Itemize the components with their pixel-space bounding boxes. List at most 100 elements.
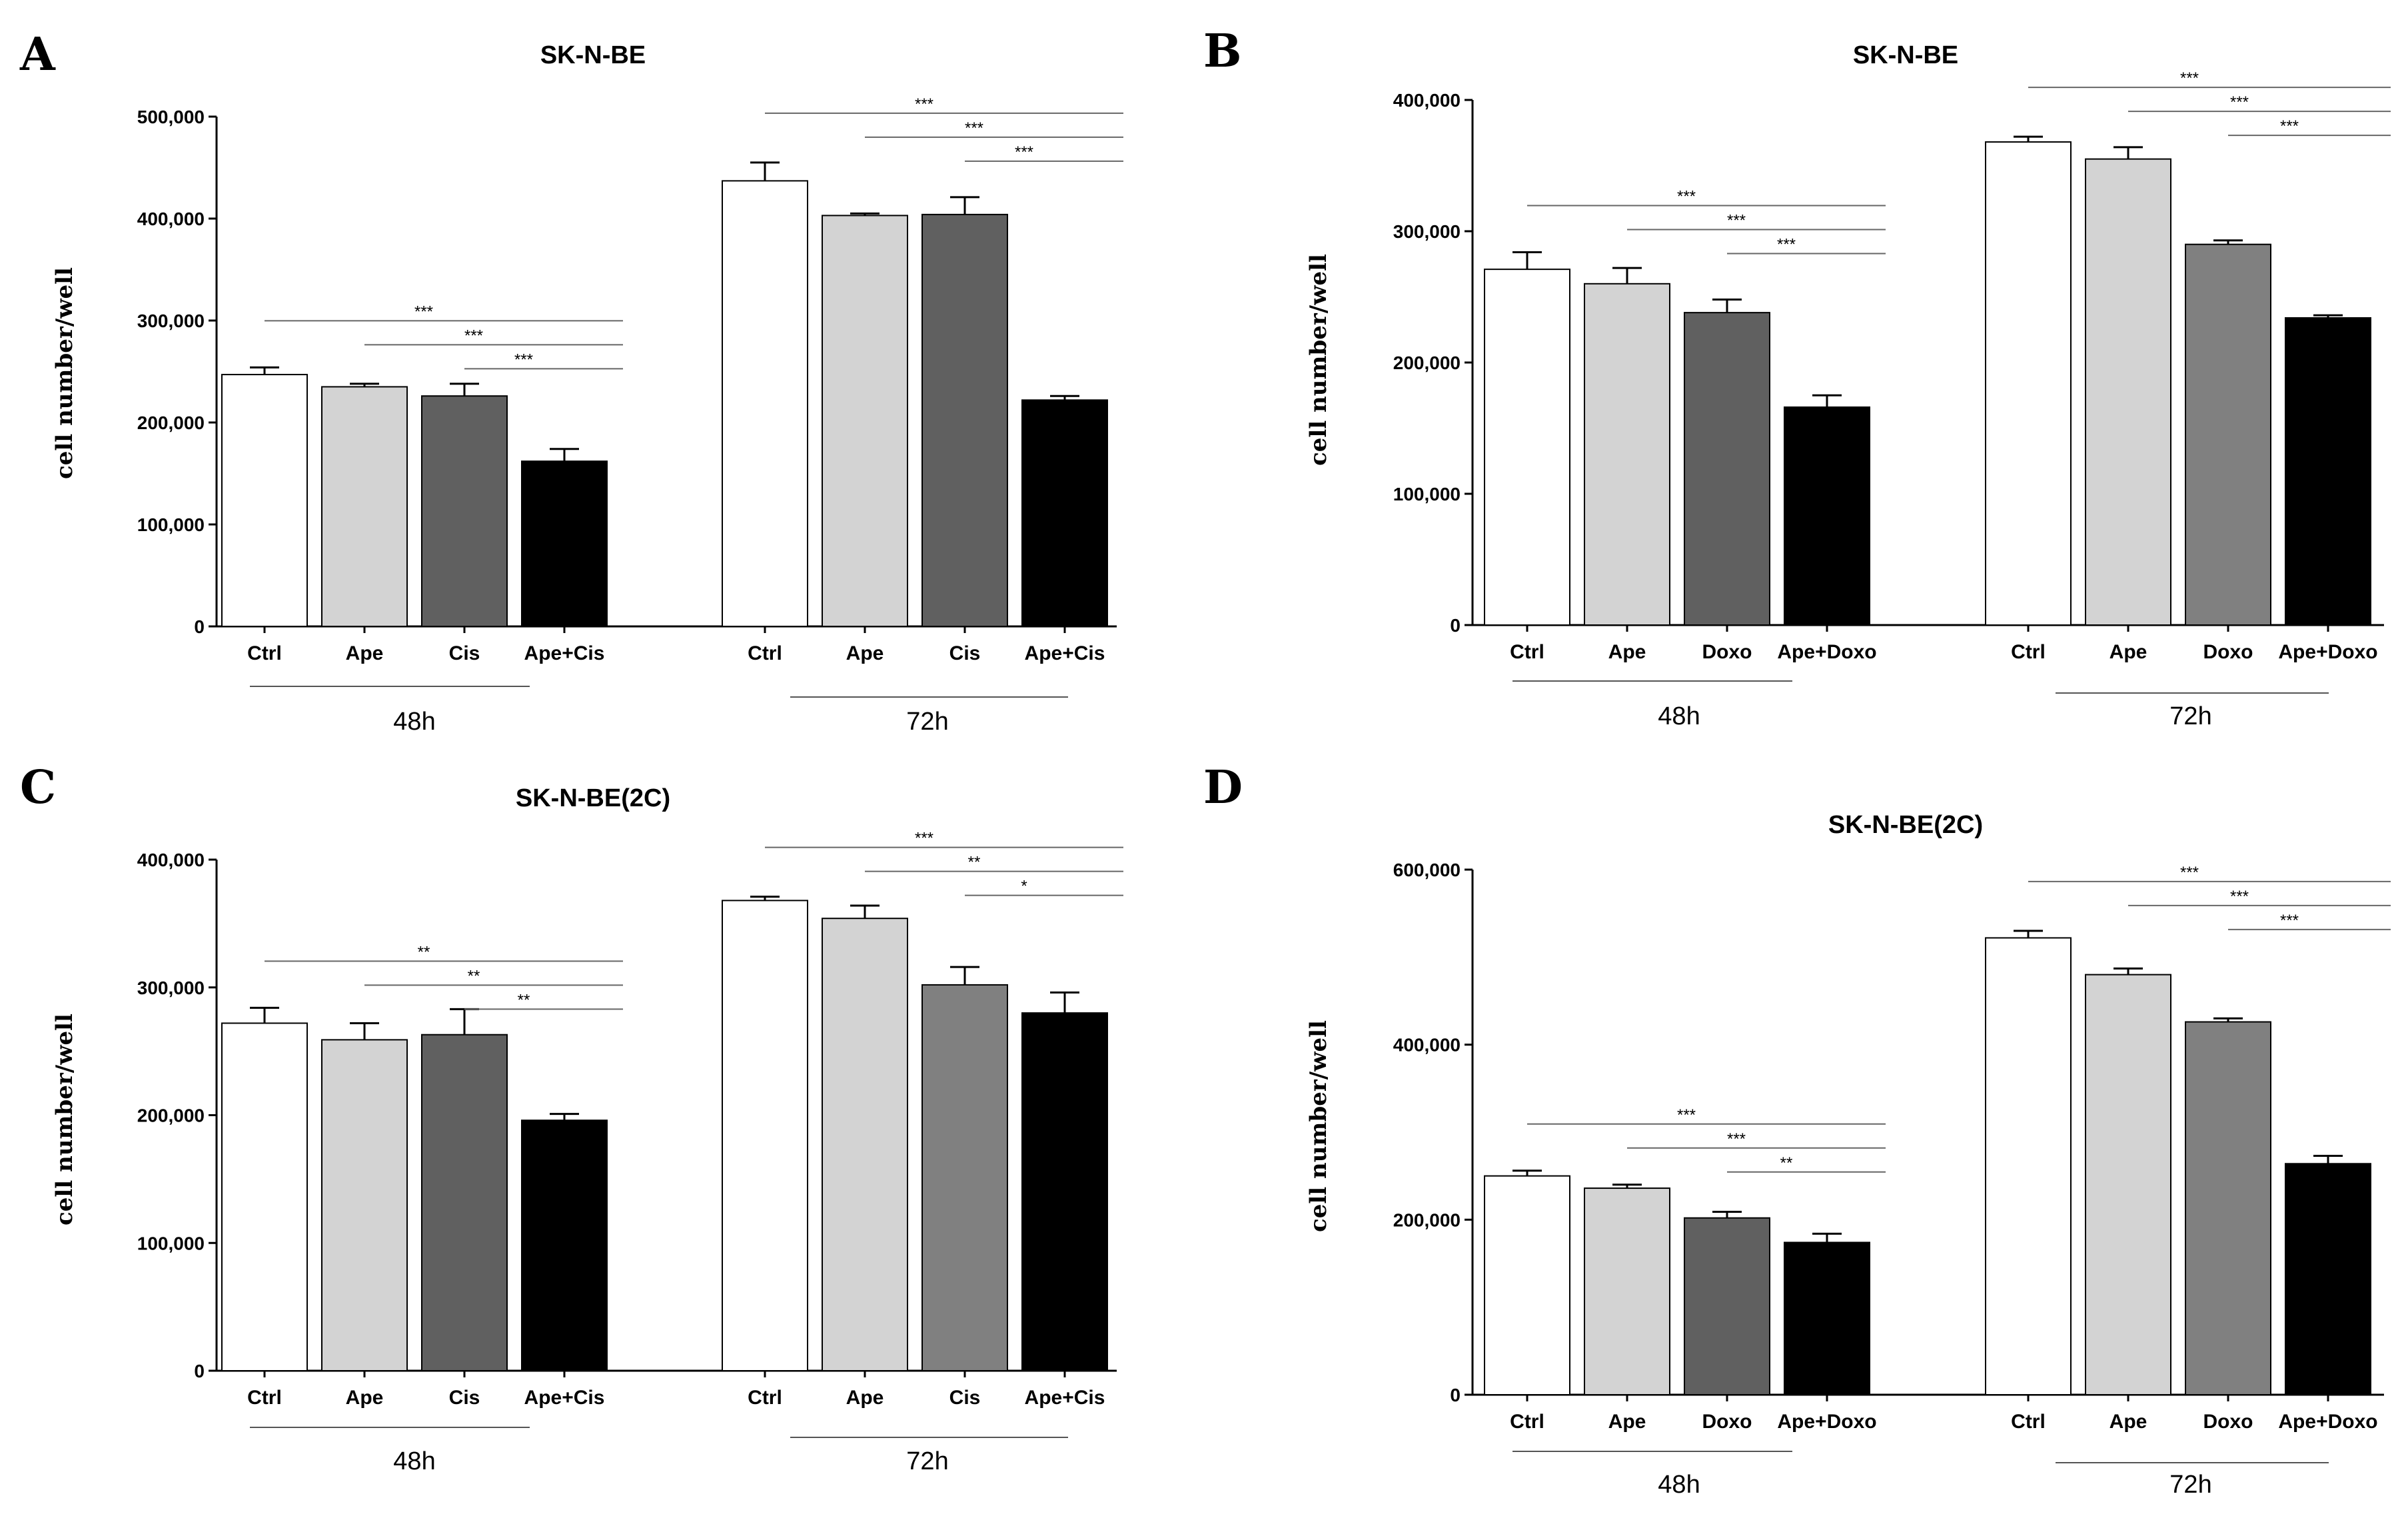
bar xyxy=(722,900,808,1371)
x-category-label: Cis xyxy=(949,1387,981,1409)
significance-label: *** xyxy=(2230,888,2249,906)
y-tick-label: 600,000 xyxy=(1393,860,1461,880)
x-category-label: Ape+Cis xyxy=(524,642,605,664)
y-tick-label: 100,000 xyxy=(137,514,205,535)
panel-a: A SK-N-BE cell number/well 0 100,000 200,000 3… xyxy=(19,28,1123,736)
bar xyxy=(1684,1217,1770,1395)
y-tick-label: 200,000 xyxy=(1393,353,1461,373)
y-tick-label: 300,000 xyxy=(137,978,205,998)
significance-label: *** xyxy=(2230,93,2249,111)
significance-label: *** xyxy=(915,830,933,848)
panel-letter: B xyxy=(1203,25,1241,78)
y-tick-label: 0 xyxy=(1450,615,1461,636)
x-category-label: Ctrl xyxy=(2011,1411,2046,1433)
group-label: 48h xyxy=(1658,702,1700,730)
chart-title: SK-N-BE xyxy=(540,41,646,69)
bar xyxy=(1584,1187,1670,1395)
significance-label: ** xyxy=(468,967,480,985)
bar xyxy=(521,1120,608,1372)
group-label: 48h xyxy=(393,708,435,736)
x-category-label: Cis xyxy=(949,642,981,664)
chart-title: SK-N-BE(2C) xyxy=(516,784,670,812)
group-label: 72h xyxy=(906,1447,948,1475)
bar xyxy=(321,386,408,627)
panel-letter: D xyxy=(1203,761,1243,814)
significance-label: ** xyxy=(968,854,981,872)
y-axis-label: cell number/well xyxy=(51,1014,78,1225)
x-category-label: Ape xyxy=(2109,1411,2147,1433)
significance-label: ** xyxy=(518,991,530,1009)
significance-label: *** xyxy=(1727,212,1746,230)
x-category-label: Ctrl xyxy=(247,642,282,664)
x-category-label: Cis xyxy=(449,1387,480,1409)
group-label: 48h xyxy=(393,1447,435,1475)
significance-label: *** xyxy=(1727,1130,1746,1148)
significance-label: *** xyxy=(2180,864,2199,882)
x-category-label: Ctrl xyxy=(1510,1411,1544,1433)
significance-label: *** xyxy=(2180,69,2199,87)
significance-label: *** xyxy=(965,119,983,137)
bar xyxy=(2085,974,2171,1395)
x-category-label: Ape xyxy=(1608,641,1646,663)
x-category-label: Ape+Doxo xyxy=(2278,1411,2377,1433)
y-tick-label: 200,000 xyxy=(137,412,205,433)
significance-label: *** xyxy=(1015,143,1033,161)
bar xyxy=(2285,1163,2371,1396)
bar xyxy=(221,1022,308,1371)
bar xyxy=(1484,1175,1570,1395)
panel-d: D SK-N-BE(2C) cell number/well 0 200,000 400,… xyxy=(1203,761,2391,1499)
bar xyxy=(421,395,508,627)
x-category-label: Doxo xyxy=(2203,641,2253,663)
bar xyxy=(822,918,908,1371)
y-tick-label: 400,000 xyxy=(137,209,205,229)
x-category-label: Ctrl xyxy=(1510,641,1544,663)
y-axis-label: cell number/well xyxy=(1305,1020,1332,1232)
bar xyxy=(921,984,1008,1372)
x-category-label: Ape+Cis xyxy=(1025,642,1105,664)
panel-c: C SK-N-BE(2C) cell number/well 0 100,000 200,… xyxy=(20,761,1123,1475)
chart-title: SK-N-BE(2C) xyxy=(1828,811,1983,839)
x-category-label: Ape xyxy=(346,642,384,664)
y-tick-label: 100,000 xyxy=(137,1233,205,1253)
x-category-label: Ape+Cis xyxy=(524,1387,605,1409)
panel-letter: C xyxy=(20,761,56,814)
significance-label: *** xyxy=(2280,117,2299,135)
x-category-label: Ape+Cis xyxy=(1025,1387,1105,1409)
bar xyxy=(1021,399,1108,628)
x-category-label: Ctrl xyxy=(2011,641,2046,663)
chart-title: SK-N-BE xyxy=(1853,41,1958,69)
y-tick-label: 300,000 xyxy=(137,311,205,331)
bar xyxy=(921,213,1008,627)
bar xyxy=(2085,158,2171,626)
bar xyxy=(2285,317,2371,626)
significance-label: *** xyxy=(915,95,933,113)
x-category-label: Ape xyxy=(846,642,884,664)
bar xyxy=(521,460,608,628)
bar xyxy=(1985,937,2072,1395)
bar xyxy=(421,1034,508,1371)
bar xyxy=(1985,141,2072,626)
group-label: 72h xyxy=(906,708,948,736)
bar xyxy=(2185,243,2271,626)
x-category-label: Doxo xyxy=(2203,1411,2253,1433)
x-category-label: Cis xyxy=(449,642,480,664)
group-label: 72h xyxy=(2169,702,2211,730)
panel-letter: A xyxy=(19,28,56,81)
y-axis-label: cell number/well xyxy=(51,267,78,479)
y-tick-label: 500,000 xyxy=(137,107,205,127)
y-tick-label: 400,000 xyxy=(1393,90,1461,111)
x-category-label: Ape+Doxo xyxy=(2278,641,2377,663)
y-tick-label: 200,000 xyxy=(1393,1209,1461,1230)
x-category-label: Doxo xyxy=(1702,1411,1752,1433)
significance-label: *** xyxy=(414,303,433,321)
significance-label: *** xyxy=(1677,1106,1696,1124)
significance-label: *** xyxy=(464,327,483,345)
y-tick-label: 400,000 xyxy=(137,850,205,870)
bar xyxy=(822,215,908,628)
bar xyxy=(1784,406,1870,626)
x-category-label: Ape xyxy=(346,1387,384,1409)
y-tick-label: 100,000 xyxy=(1393,484,1461,504)
significance-label: * xyxy=(1021,878,1027,896)
group-label: 48h xyxy=(1658,1471,1700,1499)
